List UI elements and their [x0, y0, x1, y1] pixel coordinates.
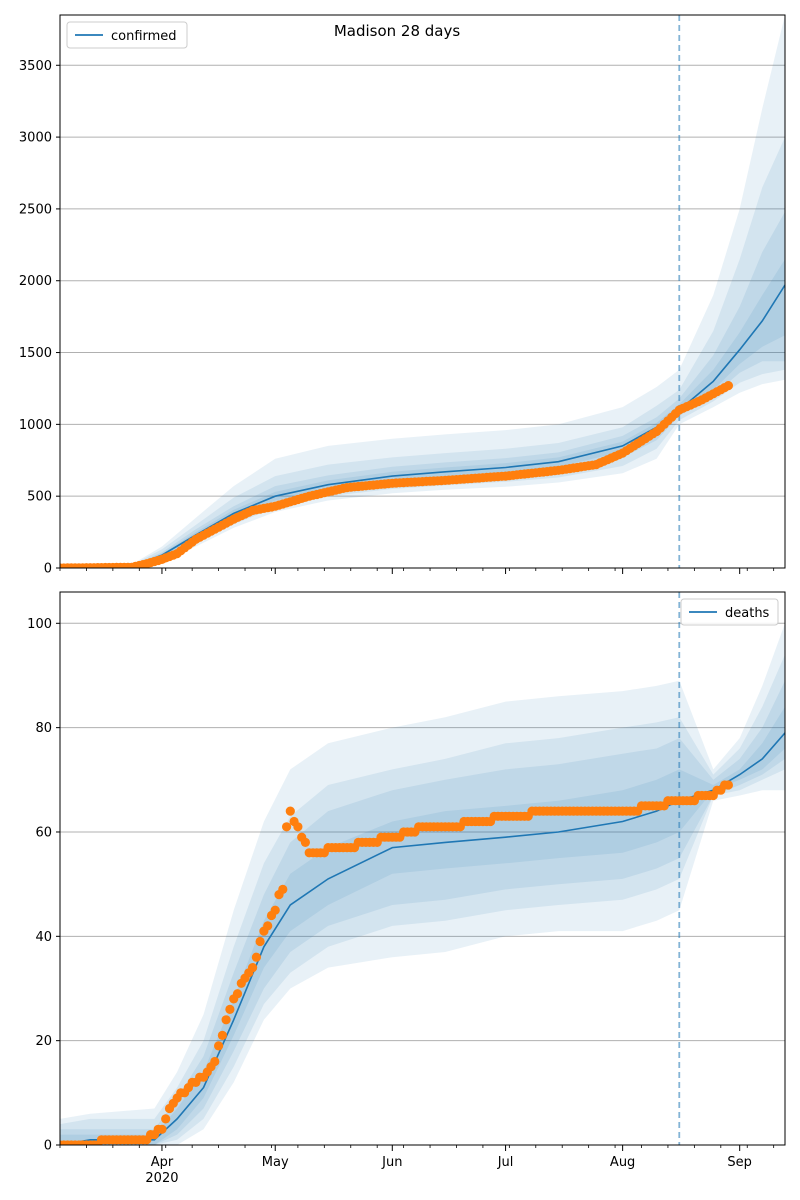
- y-tick-label: 100: [27, 617, 52, 632]
- axes-frame: [59, 591, 786, 1146]
- plot-area: [60, 592, 785, 1145]
- legend-box: [66, 21, 188, 49]
- observed-point: [232, 989, 243, 999]
- observed-point: [255, 936, 265, 947]
- uncertainty-band: [60, 15, 785, 568]
- chart-title: Madison 28 days: [334, 22, 461, 40]
- x-tick-label: Apr: [151, 1155, 174, 1170]
- y-tick-label: 60: [35, 825, 52, 840]
- confirmed-panel: 0 500 1000 1500 2000 2500 3000 3500 confirmed: [19, 14, 786, 577]
- y-tick-label: 2500: [19, 202, 52, 217]
- x-tick-label: Sep: [727, 1155, 752, 1170]
- uncertainty-band: [60, 623, 785, 1145]
- observed-point: [225, 1004, 235, 1015]
- observed-point: [210, 1056, 220, 1067]
- observed-point: [278, 884, 288, 895]
- observed-point: [723, 381, 734, 391]
- y-tick-label: 40: [35, 930, 52, 945]
- y-tick-label: 1500: [19, 346, 52, 361]
- y-tick-label: 20: [35, 1034, 52, 1049]
- y-tick-label: 1000: [19, 418, 52, 433]
- x-tick-label: May: [262, 1155, 289, 1170]
- x-tick-sublabel: 2020: [145, 1171, 178, 1186]
- y-tick-label: 80: [35, 721, 52, 736]
- uncertainty-band: [60, 680, 785, 1145]
- observed-point: [157, 1124, 167, 1134]
- observed-point: [300, 837, 310, 848]
- axes-frame: [59, 14, 786, 569]
- x-tick-label: Aug: [610, 1155, 635, 1170]
- uncertainty-band: [60, 706, 785, 1145]
- observed-point: [270, 905, 280, 915]
- deaths-legend: deaths: [680, 598, 779, 626]
- y-tick-label: 3500: [19, 59, 52, 74]
- observed-point: [282, 822, 292, 832]
- y-tick-label: 0: [44, 562, 52, 577]
- observed-point: [285, 806, 295, 816]
- y-tick-label: 0: [44, 1139, 52, 1154]
- legend-box: [680, 598, 779, 626]
- observed-point: [293, 822, 303, 832]
- uncertainty-band: [60, 654, 785, 1145]
- observed-point: [723, 780, 734, 790]
- y-tick-label: 500: [27, 490, 52, 505]
- observed-point: [263, 921, 273, 931]
- plot-area: [60, 15, 785, 568]
- x-tick-label: Jul: [497, 1155, 514, 1170]
- observed-point: [217, 1030, 227, 1040]
- observed-point: [248, 963, 258, 973]
- y-tick-label: 3000: [19, 131, 52, 146]
- x-tick-label: Jun: [381, 1155, 402, 1170]
- legend-label: deaths: [725, 606, 770, 621]
- y-tick-label: 2000: [19, 274, 52, 289]
- legend-label: confirmed: [111, 29, 177, 44]
- observed-point: [221, 1015, 231, 1025]
- confirmed-legend: confirmed: [66, 21, 188, 49]
- observed-point: [214, 1041, 224, 1051]
- observed-point: [161, 1114, 171, 1124]
- observed-point: [251, 952, 261, 962]
